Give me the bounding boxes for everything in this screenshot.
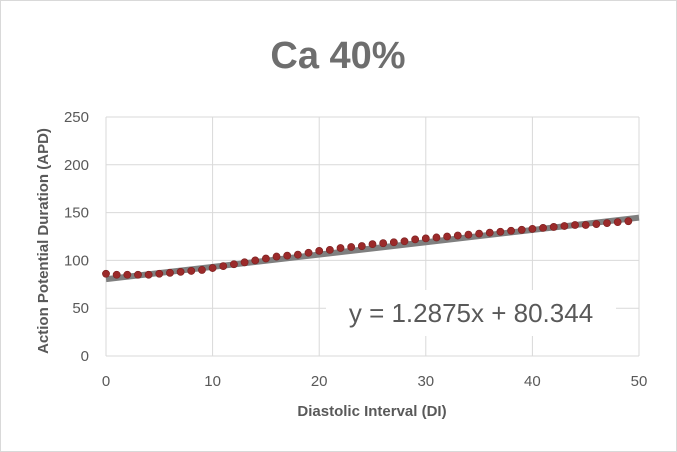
data-point — [389, 238, 398, 247]
data-point — [102, 269, 110, 278]
data-point — [496, 227, 505, 236]
data-point — [400, 237, 409, 246]
y-tick-label: 200 — [64, 157, 89, 174]
data-point — [613, 218, 622, 227]
y-tick-label: 50 — [72, 300, 89, 317]
data-point — [528, 224, 537, 233]
y-tick-label: 250 — [64, 109, 89, 126]
data-point — [603, 219, 611, 228]
data-point — [325, 245, 334, 254]
data-point — [304, 248, 313, 257]
data-point — [507, 226, 515, 235]
data-point — [272, 252, 281, 261]
data-point — [581, 221, 590, 229]
data-point — [251, 256, 260, 265]
trendline-equation: y = 1.2875x + 80.344 — [349, 298, 593, 328]
data-point — [549, 223, 558, 231]
data-point — [176, 267, 185, 276]
equation-background — [326, 290, 616, 336]
data-point — [315, 246, 324, 255]
data-point — [624, 217, 633, 226]
x-axis-title: Diastolic Interval (DI) — [297, 403, 446, 420]
data-point — [123, 270, 132, 279]
y-tick-label: 0 — [81, 348, 89, 365]
data-point — [475, 229, 483, 238]
data-point — [411, 235, 420, 244]
x-tick-labels: 0 10 20 30 40 50 — [102, 373, 648, 390]
data-point — [293, 250, 302, 259]
data-point — [283, 251, 292, 260]
data-point — [198, 266, 206, 274]
data-point — [336, 244, 345, 252]
data-point — [453, 231, 462, 240]
y-axis-title: Action Potential Duration (APD) — [35, 128, 52, 354]
chart-title: Ca 40% — [270, 35, 405, 77]
data-point — [134, 270, 142, 279]
y-tick-labels: 0 50 100 150 200 250 — [64, 109, 89, 365]
y-tick-label: 100 — [64, 252, 89, 269]
data-point — [571, 221, 579, 229]
x-tick-label: 20 — [311, 373, 328, 390]
data-point — [112, 270, 121, 279]
data-point — [443, 232, 452, 241]
data-point — [187, 267, 196, 275]
data-point — [261, 254, 270, 263]
data-point — [155, 269, 164, 278]
data-point — [421, 234, 430, 243]
data-point — [219, 262, 228, 271]
data-point — [560, 222, 569, 230]
x-tick-label: 30 — [417, 373, 434, 390]
y-tick-label: 150 — [64, 205, 89, 222]
data-point — [539, 223, 547, 232]
x-tick-label: 0 — [102, 373, 110, 390]
data-points — [102, 217, 633, 279]
data-point — [166, 268, 174, 277]
data-point — [592, 220, 601, 228]
data-point — [230, 260, 238, 269]
x-tick-label: 40 — [524, 373, 541, 390]
data-point — [357, 242, 366, 250]
data-point — [144, 270, 153, 279]
data-point — [379, 239, 388, 248]
data-point — [485, 228, 494, 237]
data-point — [347, 243, 356, 251]
x-tick-label: 10 — [204, 373, 221, 390]
data-point — [464, 230, 473, 239]
data-point — [368, 240, 377, 249]
data-point — [208, 264, 217, 272]
data-point — [432, 233, 441, 242]
data-point — [240, 258, 249, 267]
data-point — [517, 225, 526, 234]
x-tick-label: 50 — [631, 373, 648, 390]
